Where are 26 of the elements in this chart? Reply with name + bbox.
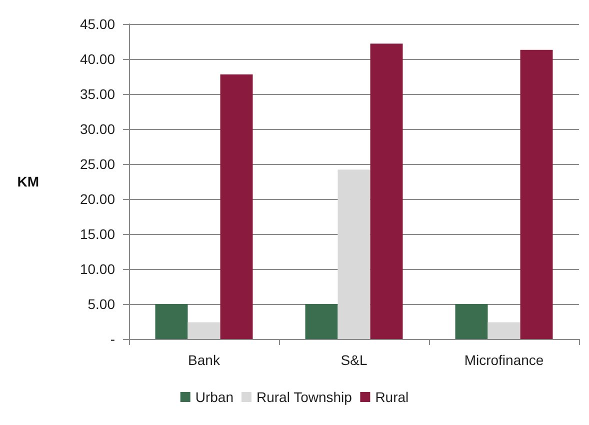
bar <box>520 50 553 339</box>
legend-label: Urban <box>195 389 234 405</box>
y-tick-label: 5.00 <box>88 296 116 312</box>
y-tick-label: 45.00 <box>80 16 116 32</box>
y-tick-label: 35.00 <box>80 86 116 102</box>
legend-label: Rural <box>375 389 409 405</box>
y-tick-label: 25.00 <box>80 156 116 172</box>
y-tick-label: - <box>110 331 116 347</box>
x-tick-label: Bank <box>188 352 221 368</box>
bar <box>220 74 253 339</box>
x-tick-label: Microfinance <box>464 352 544 368</box>
legend-label: Rural Township <box>256 389 352 405</box>
bar <box>305 304 338 339</box>
y-tick-label: 10.00 <box>80 261 116 277</box>
bar <box>488 322 520 339</box>
bar <box>455 304 488 339</box>
y-tick-label: 40.00 <box>80 51 116 67</box>
y-tick-label: 30.00 <box>80 121 116 137</box>
bar <box>370 44 403 339</box>
y-tick-label: 20.00 <box>80 191 116 207</box>
x-tick-label: S&L <box>340 352 368 368</box>
bar <box>188 322 220 339</box>
y-axis-title: KM <box>17 174 39 190</box>
bar <box>338 170 370 339</box>
y-tick-label: 15.00 <box>80 226 116 242</box>
bar <box>155 304 188 339</box>
